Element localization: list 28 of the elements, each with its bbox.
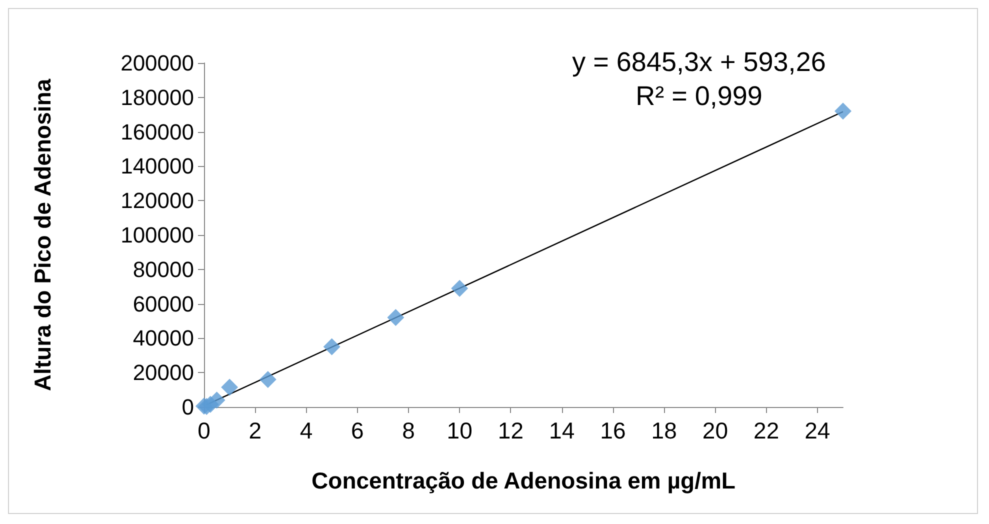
x-axis-title: Concentração de Adenosina em µg/mL [312,468,736,494]
y-axis-title: Altura do Pico de Adenosina [30,78,56,392]
y-tick-label: 100000 [120,222,194,248]
y-tick-label: 120000 [120,188,194,214]
x-tick-label: 18 [651,418,677,444]
y-tick-label: 200000 [120,50,194,76]
x-tick-label: 16 [600,418,626,444]
x-tick-label: 10 [446,418,472,444]
annotation: R² = 0,999 [636,81,762,111]
x-tick-label: 12 [498,418,524,444]
x-tick-label: 8 [402,418,415,444]
y-tick-label: 80000 [132,256,194,282]
y-tick-label: 180000 [120,84,194,110]
y-tick-label: 160000 [120,119,194,144]
x-tick-label: 0 [198,418,210,444]
x-tick-label: 20 [702,418,728,444]
x-tick-label: 6 [350,418,364,444]
annotation: y = 6845,3x + 593,26 [572,47,826,77]
x-tick-label: 4 [300,418,313,444]
y-tick-label: 40000 [132,326,194,351]
y-tick-label: 20000 [132,360,194,386]
y-tick-label: 140000 [120,154,194,179]
x-tick-label: 14 [549,418,575,444]
y-tick-label: 60000 [132,291,194,316]
y-tick-label: 0 [182,394,194,420]
x-tick-label: 22 [754,418,780,444]
x-tick-label: 2 [248,418,262,444]
x-tick-label: 24 [804,418,830,444]
